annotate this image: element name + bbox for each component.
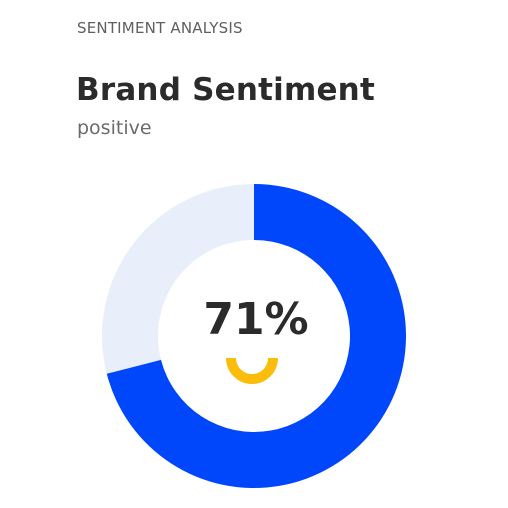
smile-icon bbox=[226, 357, 278, 384]
section-overline: SENTIMENT ANALYSIS bbox=[77, 19, 243, 37]
donut-filled-arc bbox=[106, 184, 406, 488]
donut-track bbox=[101, 184, 254, 374]
card-subtitle: positive bbox=[77, 117, 152, 139]
card-title: Brand Sentiment bbox=[76, 72, 375, 108]
gauge-value: 71% bbox=[203, 294, 309, 345]
